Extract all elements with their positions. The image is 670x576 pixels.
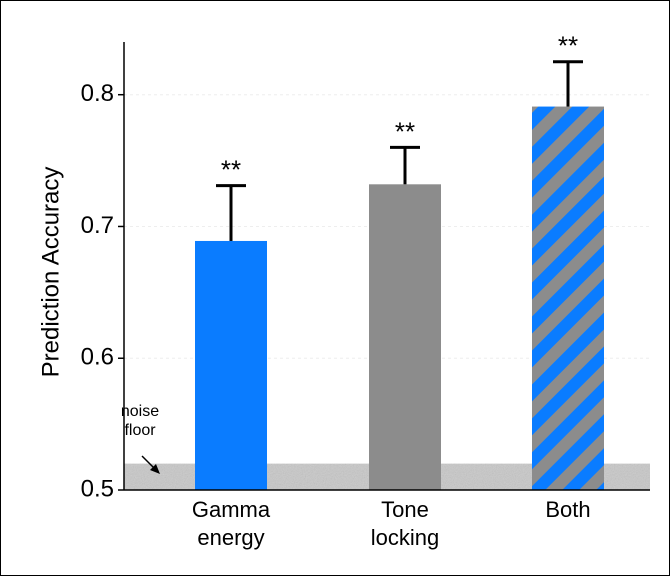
noise-floor-label: noise floor xyxy=(120,403,160,439)
noise-arrow-head xyxy=(150,464,160,474)
y-tick-label: 0.7 xyxy=(81,212,114,239)
significance-label: ** xyxy=(558,31,578,61)
y-tick-label: 0.5 xyxy=(81,475,114,502)
bar xyxy=(369,184,441,490)
y-axis-label: Prediction Accuracy xyxy=(37,167,64,378)
y-tick-label: 0.6 xyxy=(81,344,114,371)
x-tick-label: Gamma energy xyxy=(191,497,271,550)
y-tick-label: 0.8 xyxy=(81,80,114,107)
bar xyxy=(195,240,267,490)
x-tick-label: Both xyxy=(545,497,591,522)
bar xyxy=(532,106,604,491)
significance-label: ** xyxy=(395,116,415,146)
significance-label: ** xyxy=(221,154,241,184)
x-tick-label: Tone locking xyxy=(370,497,440,550)
